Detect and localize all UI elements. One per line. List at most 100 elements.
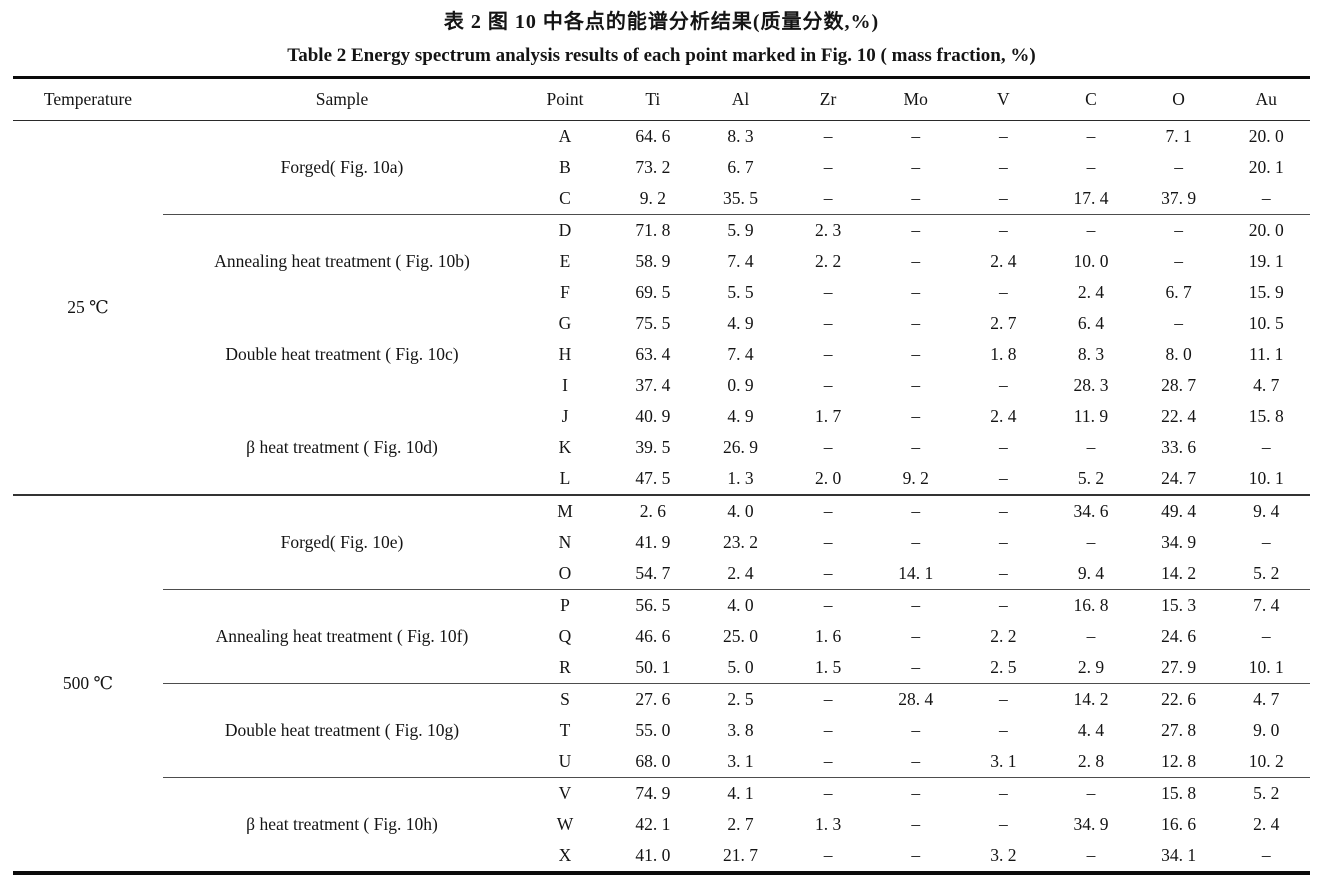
value-cell-au: 9. 4	[1253, 501, 1280, 521]
value-cell-c: 2. 4	[1077, 282, 1105, 302]
table-row-point-E: E 58. 9 7. 4 2. 2 – 2. 4 10. 0 – 19. 1	[13, 246, 1310, 277]
value-cell-zr: –	[823, 783, 833, 803]
value-cell-au: 19. 1	[1248, 251, 1284, 271]
value-cell-v: –	[998, 437, 1008, 457]
column-header-point: Point	[521, 77, 609, 121]
value-cell-ti: 46. 6	[635, 626, 671, 646]
point-cell: C	[521, 183, 609, 215]
value-cell-mo: –	[911, 595, 921, 615]
table-row-point-Q: Q 46. 6 25. 0 1. 6 – 2. 2 – 24. 6 –	[13, 621, 1310, 652]
value-cell-mo: –	[911, 532, 921, 552]
table-row-point-O: O 54. 7 2. 4–14. 1–9. 4 14. 2 5. 2	[13, 558, 1310, 590]
value-cell-zr: 2. 0	[784, 463, 872, 496]
sample-cell: β heat treatment ( Fig. 10h)	[246, 814, 438, 834]
value-cell-mo: –	[911, 251, 921, 271]
value-cell-c: –	[1086, 220, 1096, 240]
value-cell-ti: 63. 4	[635, 344, 671, 364]
point-cell: E	[559, 251, 571, 271]
value-cell-v: –	[998, 814, 1008, 834]
value-cell-v: –	[998, 689, 1008, 709]
table-row-point-U: U 68. 0 3. 1– –3. 1 2. 8 12. 8 10. 2	[13, 746, 1310, 778]
value-cell-al: 21. 7	[722, 845, 758, 865]
value-cell-o: –	[1174, 157, 1183, 177]
value-cell-c: 34. 6	[1073, 501, 1109, 521]
value-cell-v: 1. 8	[990, 344, 1017, 364]
value-cell-c: 2. 9	[1047, 652, 1135, 684]
value-cell-o: 15. 3	[1161, 595, 1197, 615]
value-cell-ti: 56. 5	[635, 595, 671, 615]
column-header-sample: Sample	[163, 77, 521, 121]
value-cell-al: 2. 7	[727, 814, 754, 834]
table-title-chinese: 表 2 图 10 中各点的能谱分析结果(质量分数,%)	[443, 11, 880, 33]
value-cell-au: –	[1222, 183, 1310, 215]
value-cell-c: 4. 4	[1077, 720, 1105, 740]
point-cell: L	[521, 463, 609, 496]
value-cell-zr: –	[823, 532, 833, 552]
sample-cell: Annealing heat treatment ( Fig. 10b)	[214, 251, 470, 271]
table-header: Temperature Sample Point Ti Al Zr Mo V C O Au	[13, 77, 1310, 121]
value-cell-c: 16. 8	[1073, 595, 1109, 615]
value-cell-c: 28. 3	[1073, 375, 1109, 395]
value-cell-ti: 2. 6	[639, 501, 666, 521]
value-cell-al: 5. 5	[727, 282, 754, 302]
point-cell: O	[521, 558, 609, 590]
value-cell-mo: 28. 4	[898, 689, 934, 709]
value-cell-v: –	[998, 501, 1008, 521]
value-cell-o: 6. 7	[1165, 282, 1192, 302]
value-cell-o: 27. 8	[1161, 720, 1197, 740]
value-cell-o: 22. 4	[1161, 406, 1197, 426]
sample-cell: Forged( Fig. 10e)	[163, 495, 521, 590]
value-cell-ti: 68. 0	[609, 746, 697, 778]
value-cell-mo: –	[911, 282, 921, 302]
value-cell-o: 24. 6	[1161, 626, 1197, 646]
point-cell: H	[558, 344, 572, 364]
value-cell-au: 20. 1	[1248, 157, 1284, 177]
value-cell-o: 16. 6	[1161, 814, 1197, 834]
value-cell-mo: –	[911, 220, 921, 240]
value-cell-zr: –	[784, 746, 872, 778]
value-cell-zr: 1. 6	[814, 626, 842, 646]
value-cell-zr: –	[823, 157, 833, 177]
value-cell-mo: –	[871, 183, 960, 215]
value-cell-c: 17. 4	[1047, 183, 1135, 215]
value-cell-zr: –	[823, 282, 833, 302]
point-cell: U	[521, 746, 609, 778]
value-cell-mo: –	[911, 344, 921, 364]
value-cell-c: 14. 2	[1073, 689, 1109, 709]
value-cell-ti: 69. 5	[635, 282, 671, 302]
value-cell-al: 8. 3	[727, 126, 754, 146]
value-cell-ti: 47. 5	[609, 463, 697, 496]
temperature-cell-25c: 25 ℃	[13, 120, 163, 496]
value-cell-c: –	[1086, 626, 1096, 646]
value-cell-mo: –	[871, 652, 960, 684]
value-cell-v: –	[998, 595, 1008, 615]
value-cell-v: –	[998, 783, 1008, 803]
value-cell-au: 4. 7	[1253, 375, 1280, 395]
value-cell-zr: –	[823, 437, 833, 457]
value-cell-au: –	[1261, 437, 1271, 457]
value-cell-al: 23. 2	[722, 532, 758, 552]
sample-cell: β heat treatment ( Fig. 10d)	[163, 401, 521, 496]
value-cell-al: 3. 1	[696, 746, 785, 778]
value-cell-ti: 40. 9	[635, 406, 671, 426]
value-cell-ti: 54. 7	[609, 558, 697, 590]
value-cell-au: 11. 1	[1249, 344, 1284, 364]
value-cell-v: 3. 1	[959, 746, 1048, 778]
value-cell-mo: –	[911, 814, 921, 834]
point-cell: F	[560, 282, 570, 302]
value-cell-c: –	[1086, 532, 1096, 552]
value-cell-zr: –	[823, 595, 833, 615]
table-row-point-F: F 69. 5 5. 5 – – – 2. 4 6. 7 15. 9	[13, 277, 1310, 308]
point-cell: J	[561, 406, 569, 426]
table-row-point-K: K 39. 5 26. 9 – – – – 33. 6 –	[13, 432, 1310, 463]
table-row-point-L: L 47. 5 1. 3 2. 0 9. 2–5. 2 24. 7 10. 1	[13, 463, 1310, 496]
value-cell-v: –	[998, 282, 1008, 302]
value-cell-ti: 73. 2	[635, 157, 671, 177]
value-cell-zr: –	[823, 689, 833, 709]
column-header-au: Au	[1222, 77, 1310, 121]
value-cell-zr: –	[823, 501, 833, 521]
value-cell-zr: –	[823, 344, 833, 364]
table-row-point-T: T 55. 0 3. 8 – – – 4. 4 27. 8 9. 0	[13, 715, 1310, 746]
column-header-o: O	[1134, 77, 1223, 121]
